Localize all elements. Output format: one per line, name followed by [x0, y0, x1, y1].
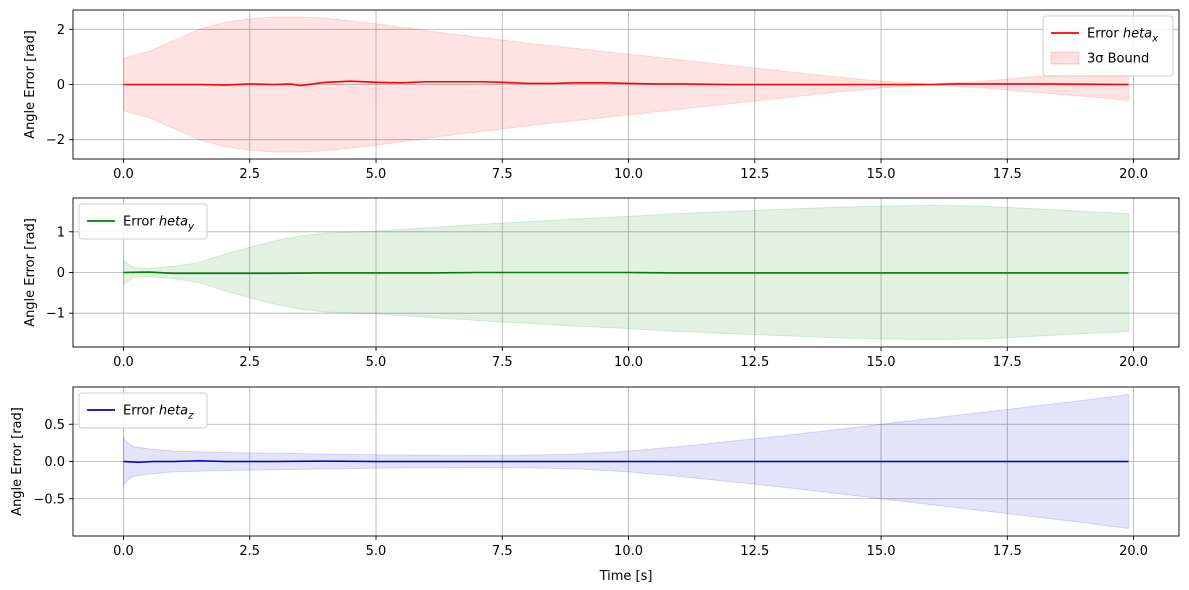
x-tick-label: 17.5 — [993, 355, 1022, 370]
x-tick-label: 7.5 — [492, 167, 513, 182]
x-tick-label: 10.0 — [614, 544, 643, 559]
y-axis-label: Angle Error [rad] — [23, 218, 38, 327]
y-axis-label: Angle Error [rad] — [10, 407, 25, 516]
x-tick-label: 12.5 — [740, 544, 769, 559]
y-axis-label: Angle Error [rad] — [23, 30, 38, 139]
y-tick-label: −1 — [46, 307, 65, 322]
error-series-line — [123, 271, 1129, 275]
y-tick-label: 0.0 — [44, 455, 65, 470]
x-tick-label: 20.0 — [1119, 355, 1148, 370]
x-tick-label: 5.0 — [366, 544, 387, 559]
x-tick-label: 15.0 — [867, 355, 896, 370]
y-tick-label: 2 — [57, 23, 65, 38]
x-tick-label: 17.5 — [993, 544, 1022, 559]
x-tick-label: 2.5 — [239, 167, 260, 182]
x-tick-label: 15.0 — [867, 167, 896, 182]
x-tick-label: 5.0 — [366, 355, 387, 370]
x-tick-label: 12.5 — [740, 167, 769, 182]
x-tick-label: 7.5 — [492, 544, 513, 559]
y-tick-label: −2 — [46, 133, 65, 148]
error-series-line — [123, 80, 1129, 87]
legend-band-swatch — [1050, 51, 1080, 65]
x-tick-label: 2.5 — [239, 355, 260, 370]
x-axis-label: Time [s] — [599, 569, 653, 584]
x-tick-label: 20.0 — [1119, 544, 1148, 559]
chart-panel-2: 0.0 2.5 5.0 7.5 10.0 12.5 15.0 17.5 20.0 −1 0 1 Angl… — [23, 197, 1180, 370]
legend: Error hetay — [78, 203, 208, 240]
x-tick-label: 0.0 — [113, 355, 134, 370]
x-tick-label: 17.5 — [993, 167, 1022, 182]
legend-entry-label: Error hetaz — [123, 404, 194, 422]
x-tick-label: 15.0 — [867, 544, 896, 559]
legend-entry-label: 3σ Bound — [1087, 52, 1149, 67]
y-tick-label: 0 — [57, 266, 65, 281]
x-tick-label: 20.0 — [1119, 167, 1148, 182]
x-tick-label: 0.0 — [113, 544, 134, 559]
x-tick-label: 5.0 — [366, 167, 387, 182]
legend-box — [1042, 15, 1174, 77]
x-tick-label: 10.0 — [614, 355, 643, 370]
y-tick-label: 1 — [57, 225, 65, 240]
sigma-bound-band — [123, 16, 1129, 153]
y-tick-label: 0 — [57, 78, 65, 93]
legend-entry-label: Error hetax — [1087, 27, 1158, 45]
x-tick-label: 12.5 — [740, 355, 769, 370]
chart-panel-3: 0.0 2.5 5.0 7.5 10.0 12.5 15.0 17.5 20.0 −0.5 0.0 0… — [10, 386, 1180, 584]
legend: Error hetax 3σ Bound — [1042, 15, 1174, 77]
error-series-line — [123, 459, 1129, 464]
y-tick-label: 0.5 — [44, 418, 65, 433]
legend-entry-label: Error hetay — [123, 215, 195, 233]
x-tick-label: 2.5 — [239, 544, 260, 559]
legend-box — [78, 203, 208, 240]
x-tick-label: 0.0 — [113, 167, 134, 182]
legend-box — [78, 392, 208, 429]
chart-panel-1: 0.0 2.5 5.0 7.5 10.0 12.5 15.0 17.5 20.0 −2 0 2 Angl… — [23, 9, 1180, 182]
x-tick-label: 7.5 — [492, 355, 513, 370]
legend: Error hetaz — [78, 392, 208, 429]
y-tick-label: −0.5 — [33, 492, 65, 507]
x-tick-label: 10.0 — [614, 167, 643, 182]
